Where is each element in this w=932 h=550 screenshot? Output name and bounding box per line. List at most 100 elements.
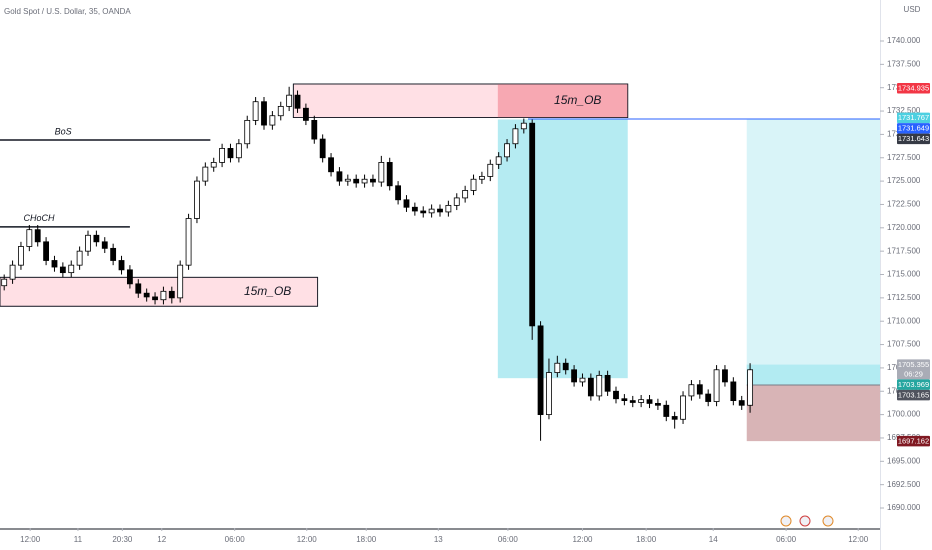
price-label-box bbox=[897, 123, 930, 134]
candle-body bbox=[386, 162, 393, 187]
candle-body bbox=[562, 362, 569, 371]
y-tick-label: 1717.500 bbox=[887, 246, 921, 255]
x-tick-label: 06:00 bbox=[225, 535, 246, 544]
y-tick-label: 1710.000 bbox=[887, 316, 921, 325]
candle-body bbox=[520, 122, 527, 130]
candle-body bbox=[487, 163, 494, 177]
order-block-outline bbox=[0, 276, 319, 307]
x-tick-label: 12:00 bbox=[848, 535, 869, 544]
box bbox=[497, 83, 628, 118]
price-label: 1734.935 bbox=[898, 84, 929, 93]
candle-body bbox=[747, 369, 754, 406]
candle-body bbox=[420, 210, 427, 214]
candle-body bbox=[478, 176, 485, 180]
price-label: 1731.649 bbox=[898, 124, 929, 133]
price-label: 1731.767 bbox=[898, 113, 929, 122]
candle-body bbox=[663, 404, 670, 417]
y-tick-label: 1715.000 bbox=[887, 270, 921, 279]
candle-body bbox=[495, 156, 502, 165]
candle-body bbox=[604, 374, 611, 392]
candle-body bbox=[1, 278, 8, 287]
candle-body bbox=[378, 162, 385, 183]
structure-label: BoS bbox=[55, 126, 72, 136]
y-tick-label: 1732.500 bbox=[887, 106, 921, 115]
price-label-box bbox=[897, 379, 930, 390]
price-label: 1703.969 bbox=[898, 380, 929, 389]
candle-body bbox=[126, 269, 133, 285]
candle-body bbox=[219, 148, 226, 163]
x-tick-label: 20:30 bbox=[112, 535, 133, 544]
order-block bbox=[0, 276, 319, 307]
candle-body bbox=[654, 403, 661, 406]
price-label: 1731.643 bbox=[898, 134, 929, 143]
y-tick-label: 1727.500 bbox=[887, 153, 921, 162]
candle-body bbox=[621, 398, 628, 402]
candle-body bbox=[579, 377, 586, 383]
candle-body bbox=[453, 197, 460, 206]
candle-body bbox=[730, 381, 737, 402]
y-tick-label: 1722.500 bbox=[887, 200, 921, 209]
x-tick-label: 12:00 bbox=[20, 535, 41, 544]
candle-body bbox=[504, 143, 510, 158]
candle-body bbox=[118, 260, 125, 271]
x-tick-label: 14 bbox=[709, 535, 718, 544]
x-tick-label: 06:00 bbox=[498, 535, 519, 544]
candle-body bbox=[722, 369, 728, 383]
y-tick-label: 1737.500 bbox=[887, 59, 921, 68]
order-block-outline bbox=[292, 83, 629, 118]
candle-body bbox=[143, 292, 150, 298]
candle-body bbox=[353, 178, 360, 184]
y-tick-label: 1695.000 bbox=[887, 456, 921, 465]
candle-body bbox=[671, 416, 678, 420]
candle-body bbox=[76, 250, 83, 266]
event-icon bbox=[822, 515, 834, 527]
candle-body bbox=[194, 180, 200, 219]
candle-body bbox=[445, 204, 452, 213]
candle-body bbox=[85, 234, 91, 252]
y-tick-label: 1700.000 bbox=[887, 410, 921, 419]
price-label-box bbox=[897, 389, 930, 401]
candle-body bbox=[244, 119, 251, 145]
order-block-label: 15m_OB bbox=[244, 284, 291, 298]
candle-body bbox=[428, 208, 435, 214]
price-label: 1697.162 bbox=[898, 436, 929, 445]
candle-body bbox=[110, 247, 117, 261]
candle-body bbox=[629, 400, 636, 403]
price-label-box bbox=[897, 133, 930, 145]
candle-body bbox=[202, 166, 209, 182]
candle-body bbox=[59, 266, 66, 274]
candle-body bbox=[705, 393, 712, 402]
price-label-box bbox=[897, 359, 930, 380]
candle-body bbox=[554, 362, 561, 373]
candle-body bbox=[51, 260, 58, 268]
order-block-label: 15m_OB bbox=[554, 93, 601, 107]
candle-body bbox=[403, 199, 410, 208]
candle-body bbox=[688, 384, 695, 397]
candle-body bbox=[638, 399, 645, 403]
candle-body bbox=[646, 399, 653, 404]
x-tick-label: 18:00 bbox=[636, 535, 657, 544]
candle-body bbox=[227, 148, 234, 159]
candle-body bbox=[370, 178, 376, 183]
candle-body bbox=[328, 157, 334, 173]
candle-body bbox=[546, 372, 552, 416]
x-tick-label: 11 bbox=[74, 535, 83, 544]
event-icon bbox=[780, 515, 792, 527]
event-icons bbox=[780, 515, 834, 527]
candle-body bbox=[235, 143, 242, 159]
price-label: 1705.355 bbox=[898, 360, 929, 369]
event-icon bbox=[799, 515, 811, 527]
y-tick-label: 1690.000 bbox=[887, 503, 921, 512]
y-tick-label: 1712.500 bbox=[887, 293, 921, 302]
candle-body bbox=[319, 138, 326, 159]
candle-body bbox=[596, 374, 603, 397]
structure-label: CHoCH bbox=[23, 213, 55, 223]
currency: USD bbox=[904, 5, 921, 14]
y-tick-label: 1740.000 bbox=[887, 36, 921, 45]
candle-body bbox=[93, 234, 100, 243]
candle-body bbox=[43, 241, 50, 261]
candle-body bbox=[168, 290, 175, 299]
candle-body bbox=[344, 178, 351, 182]
candle-body bbox=[9, 264, 16, 280]
candle-body bbox=[411, 206, 418, 212]
